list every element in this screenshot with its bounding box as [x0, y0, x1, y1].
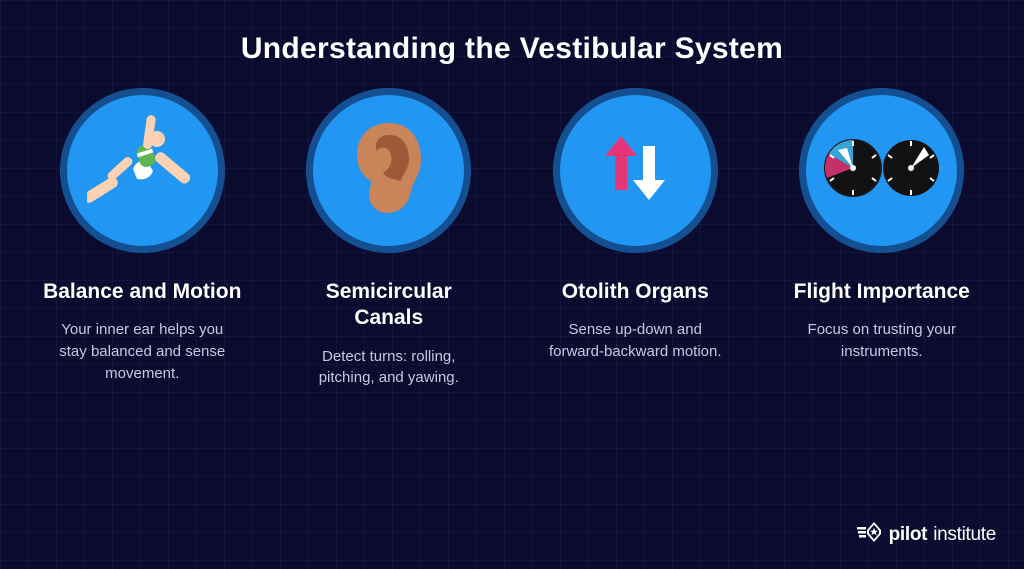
page-title: Understanding the Vestibular System: [0, 0, 1024, 66]
arrows-circle: [553, 88, 718, 253]
ear-circle: [306, 88, 471, 253]
logo: pilotinstitute: [857, 521, 996, 549]
card-title: Otolith Organs: [562, 279, 709, 305]
card-desc: Focus on trusting your instruments.: [787, 319, 977, 363]
card-otolith-organs: Otolith Organs Sense up-down and forward…: [521, 88, 750, 363]
up-down-arrows-icon: [585, 118, 685, 223]
yoga-balance-icon: [87, 113, 197, 228]
logo-text-prefix: pilot: [889, 524, 928, 546]
card-title: Flight Importance: [794, 279, 970, 305]
card-desc: Detect turns: rolling, pitching, and yaw…: [294, 346, 484, 390]
gauges-circle: [799, 88, 964, 253]
card-desc: Sense up-down and forward-backward motio…: [540, 319, 730, 363]
card-desc: Your inner ear helps you stay balanced a…: [47, 319, 237, 384]
cards-row: Balance and Motion Your inner ear helps …: [0, 66, 1024, 389]
card-title: Balance and Motion: [43, 279, 241, 305]
balance-circle: [60, 88, 225, 253]
card-semicircular-canals: Semicircular Canals Detect turns: rollin…: [275, 88, 504, 389]
card-flight-importance: Flight Importance Focus on trusting your…: [768, 88, 997, 363]
card-title: Semicircular Canals: [289, 279, 489, 332]
logo-text-suffix: institute: [933, 524, 996, 546]
ear-icon: [339, 113, 439, 228]
card-balance-motion: Balance and Motion Your inner ear helps …: [28, 88, 257, 385]
instrument-gauges-icon: [817, 128, 947, 213]
logo-wings-icon: [857, 521, 883, 549]
